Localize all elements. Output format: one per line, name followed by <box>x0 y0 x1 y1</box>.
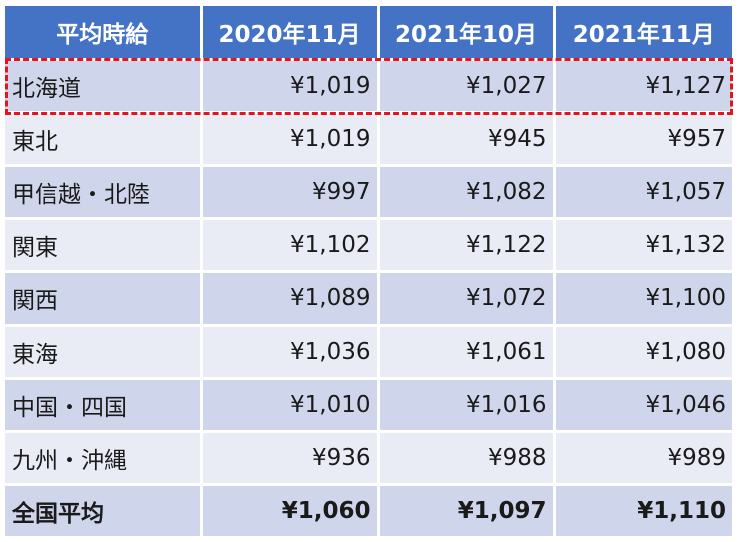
value-cell: ¥1,100 <box>554 271 732 327</box>
value-cell: ¥945 <box>378 112 556 168</box>
table-row: 北海道 ¥1,019 ¥1,027 ¥1,127 <box>5 59 732 115</box>
region-cell: 甲信越・北陸 <box>5 165 203 221</box>
value-cell: ¥957 <box>554 112 732 168</box>
value-cell: ¥1,102 <box>201 218 380 274</box>
table-row: 甲信越・北陸 ¥997 ¥1,082 ¥1,057 <box>5 165 732 221</box>
value-cell: ¥988 <box>378 431 556 486</box>
value-cell: ¥936 <box>201 431 380 486</box>
region-cell: 東海 <box>5 325 203 380</box>
average-hourly-wage-table: 平均時給 2020年11月 2021年10月 2021年11月 北海道 ¥1,0… <box>5 6 732 536</box>
region-cell: 中国・四国 <box>5 378 203 433</box>
header-cell-2020-11: 2020年11月 <box>201 6 380 61</box>
value-cell: ¥1,046 <box>554 378 732 433</box>
value-cell: ¥1,027 <box>378 59 556 115</box>
header-row: 平均時給 2020年11月 2021年10月 2021年11月 <box>5 6 732 61</box>
national-average-row: 全国平均 ¥1,060 ¥1,097 ¥1,110 <box>5 482 732 536</box>
region-cell: 九州・沖縄 <box>5 431 203 486</box>
value-cell: ¥1,082 <box>378 165 556 221</box>
value-cell: ¥1,019 <box>201 112 380 168</box>
value-cell: ¥1,019 <box>201 59 380 115</box>
header-cell-2021-10: 2021年10月 <box>378 6 556 61</box>
table-row: 関西 ¥1,089 ¥1,072 ¥1,100 <box>5 271 732 327</box>
value-cell: ¥1,072 <box>378 271 556 327</box>
table-row: 中国・四国 ¥1,010 ¥1,016 ¥1,046 <box>5 378 732 433</box>
value-cell: ¥1,089 <box>201 271 380 327</box>
value-cell: ¥1,061 <box>378 325 556 380</box>
value-cell: ¥1,057 <box>554 165 732 221</box>
value-cell: ¥1,036 <box>201 325 380 380</box>
region-cell: 北海道 <box>5 59 203 115</box>
value-cell: ¥997 <box>201 165 380 221</box>
table-row: 関東 ¥1,102 ¥1,122 ¥1,132 <box>5 218 732 274</box>
table-row: 東海 ¥1,036 ¥1,061 ¥1,080 <box>5 325 732 380</box>
table-row: 東北 ¥1,019 ¥945 ¥957 <box>5 112 732 168</box>
value-cell: ¥1,127 <box>554 59 732 115</box>
region-cell: 関東 <box>5 218 203 274</box>
total-value-cell: ¥1,097 <box>378 482 556 536</box>
table-row: 九州・沖縄 ¥936 ¥988 ¥989 <box>5 431 732 486</box>
total-label-cell: 全国平均 <box>5 482 203 536</box>
total-value-cell: ¥1,060 <box>201 482 380 536</box>
region-cell: 関西 <box>5 271 203 327</box>
value-cell: ¥989 <box>554 431 732 486</box>
header-cell-2021-11: 2021年11月 <box>554 6 732 61</box>
region-cell: 東北 <box>5 112 203 168</box>
total-value-cell: ¥1,110 <box>554 482 732 536</box>
value-cell: ¥1,010 <box>201 378 380 433</box>
value-cell: ¥1,016 <box>378 378 556 433</box>
value-cell: ¥1,080 <box>554 325 732 380</box>
value-cell: ¥1,122 <box>378 218 556 274</box>
header-cell-label: 平均時給 <box>5 6 203 61</box>
value-cell: ¥1,132 <box>554 218 732 274</box>
